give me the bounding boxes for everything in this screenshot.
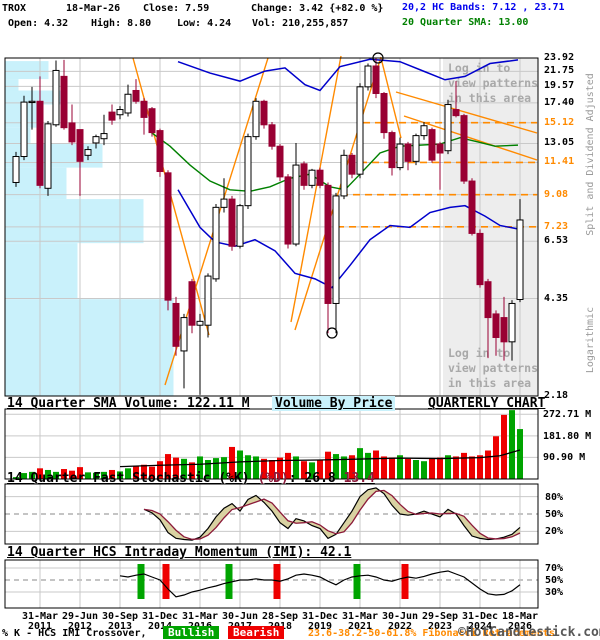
price-axis-label: 23.92 [544, 52, 575, 63]
date-axis-year-label: 2014 [147, 621, 173, 632]
change-label: Change: 3.42 {+82.0 %} [251, 3, 384, 14]
date-axis-year-label: 2019 [307, 621, 333, 632]
login-note-text: in this area [448, 376, 531, 390]
volume-axis-label: 181.80 M [543, 430, 592, 442]
date-axis-label: 31-Dec [461, 611, 499, 622]
stochastic-panel-title[interactable]: 14 Quarter Fast Stochastic (%K) (%D): 26… [7, 471, 375, 486]
date-axis-label: 31-Mar [21, 611, 59, 622]
chart-type-label[interactable]: QUARTERLY CHART [428, 396, 546, 411]
adjusted-note: Split and Dividend Adjusted [585, 73, 596, 236]
stochastic-axis-label: 20% [545, 526, 564, 538]
bullish-badge: Bullish [163, 626, 220, 639]
price-axis-label: 9.08 [544, 188, 569, 200]
low-label: Low: 4.24 [177, 18, 232, 29]
symbol-label: TROX [2, 3, 27, 14]
date-axis-year-label: 2022 [387, 621, 413, 632]
date-axis-year-label: 2023 [427, 621, 453, 632]
imi-axis-label: 50% [545, 575, 564, 586]
stochastic-d-value: 13.4 [343, 471, 375, 486]
date-axis-label: 30-Jun [381, 611, 419, 622]
date-axis-label: 29-Sep [421, 611, 459, 622]
stochastic-k-value: 26.8 [304, 471, 336, 486]
date-axis-year-label: 2026 [507, 621, 533, 632]
date-axis-label: 30-Sep [101, 611, 139, 622]
imi-panel-title[interactable]: 14 Quarter HCS Intraday Momentum (IMI): … [7, 545, 352, 560]
date-axis-label: 31-Dec [301, 611, 339, 622]
crossover-legend-label: % K - HCS IMI Crossover, [2, 628, 147, 639]
log-scale-note: Logarithmic [585, 306, 596, 374]
date-axis-label: 29-Jun [61, 611, 99, 622]
copyright-label[interactable]: ©HotCandlestick.com [458, 625, 600, 640]
volume-axis-label: 272.71 M [543, 409, 592, 421]
volume-by-price-label[interactable]: Volume By Price [272, 396, 396, 411]
date-axis-year-label: 2021 [347, 621, 373, 632]
price-axis-label: 7.23 [544, 220, 569, 232]
volume-axis-label: 90.90 M [543, 452, 586, 464]
open-label: Open: 4.32 [8, 18, 69, 29]
price-axis-label: 15.12 [544, 116, 575, 128]
price-axis-label: 17.40 [544, 96, 575, 108]
stochastic-axis-label: 50% [545, 509, 564, 520]
stochastic-title-d: (%D) [257, 471, 289, 486]
date-axis-label: 18-Mar [501, 611, 539, 622]
sma-header-label: 20 Quarter SMA: 13.00 [402, 17, 529, 28]
price-axis-label: 13.05 [544, 137, 575, 149]
price-axis-label: 21.75 [544, 65, 575, 77]
fibonacci-legend-label: 23.6-38.2-50-61.8% Fibonacci Retracement… [308, 628, 555, 639]
high-label: High: 8.80 [91, 18, 152, 29]
stochastic-title-colon: : [288, 471, 305, 486]
date-axis-label: 31-Mar [341, 611, 379, 622]
stochastic-title-k: 14 Quarter Fast Stochastic (%K) [7, 471, 258, 486]
price-axis-label: 6.53 [544, 235, 569, 247]
date-axis-year-label: 2012 [67, 621, 93, 632]
imi-axis-label: 70% [545, 563, 564, 574]
close-label: Close: 7.59 [143, 3, 210, 14]
bearish-badge: Bearish [228, 626, 285, 639]
date-axis-label: 30-Jun [221, 611, 259, 622]
volume-panel-title[interactable]: 14 Quarter SMA Volume: 122.11 M [7, 396, 250, 411]
hc-bands-label: 20,2 HC Bands: 7.12 , 23.71 [402, 2, 565, 13]
price-axis-label: 2.18 [544, 389, 569, 401]
login-note-text: in this area [448, 91, 531, 105]
volume-label: Vol: 210,255,857 [252, 18, 349, 29]
date-axis-year-label: 2024 [467, 621, 493, 632]
price-axis-label: 11.41 [544, 156, 575, 168]
price-axis-label: 19.57 [544, 80, 575, 92]
imi-axis-label: 30% [545, 587, 564, 598]
login-note-text: Log in to [448, 346, 510, 360]
date-axis-label: 31-Dec [141, 611, 179, 622]
date-axis-label: 28-Sep [261, 611, 299, 622]
date-axis-year-label: 2011 [27, 621, 53, 632]
date-label: 18-Mar-26 [66, 3, 121, 14]
date-axis-year-label: 2013 [107, 621, 133, 632]
login-note-text: view patterns [448, 361, 538, 375]
price-axis-label: 4.35 [544, 292, 569, 304]
stochastic-axis-label: 80% [545, 491, 564, 503]
login-note-text: Log in to [448, 61, 510, 75]
date-axis-label: 31-Mar [181, 611, 219, 622]
login-note-text: view patterns [448, 76, 538, 90]
